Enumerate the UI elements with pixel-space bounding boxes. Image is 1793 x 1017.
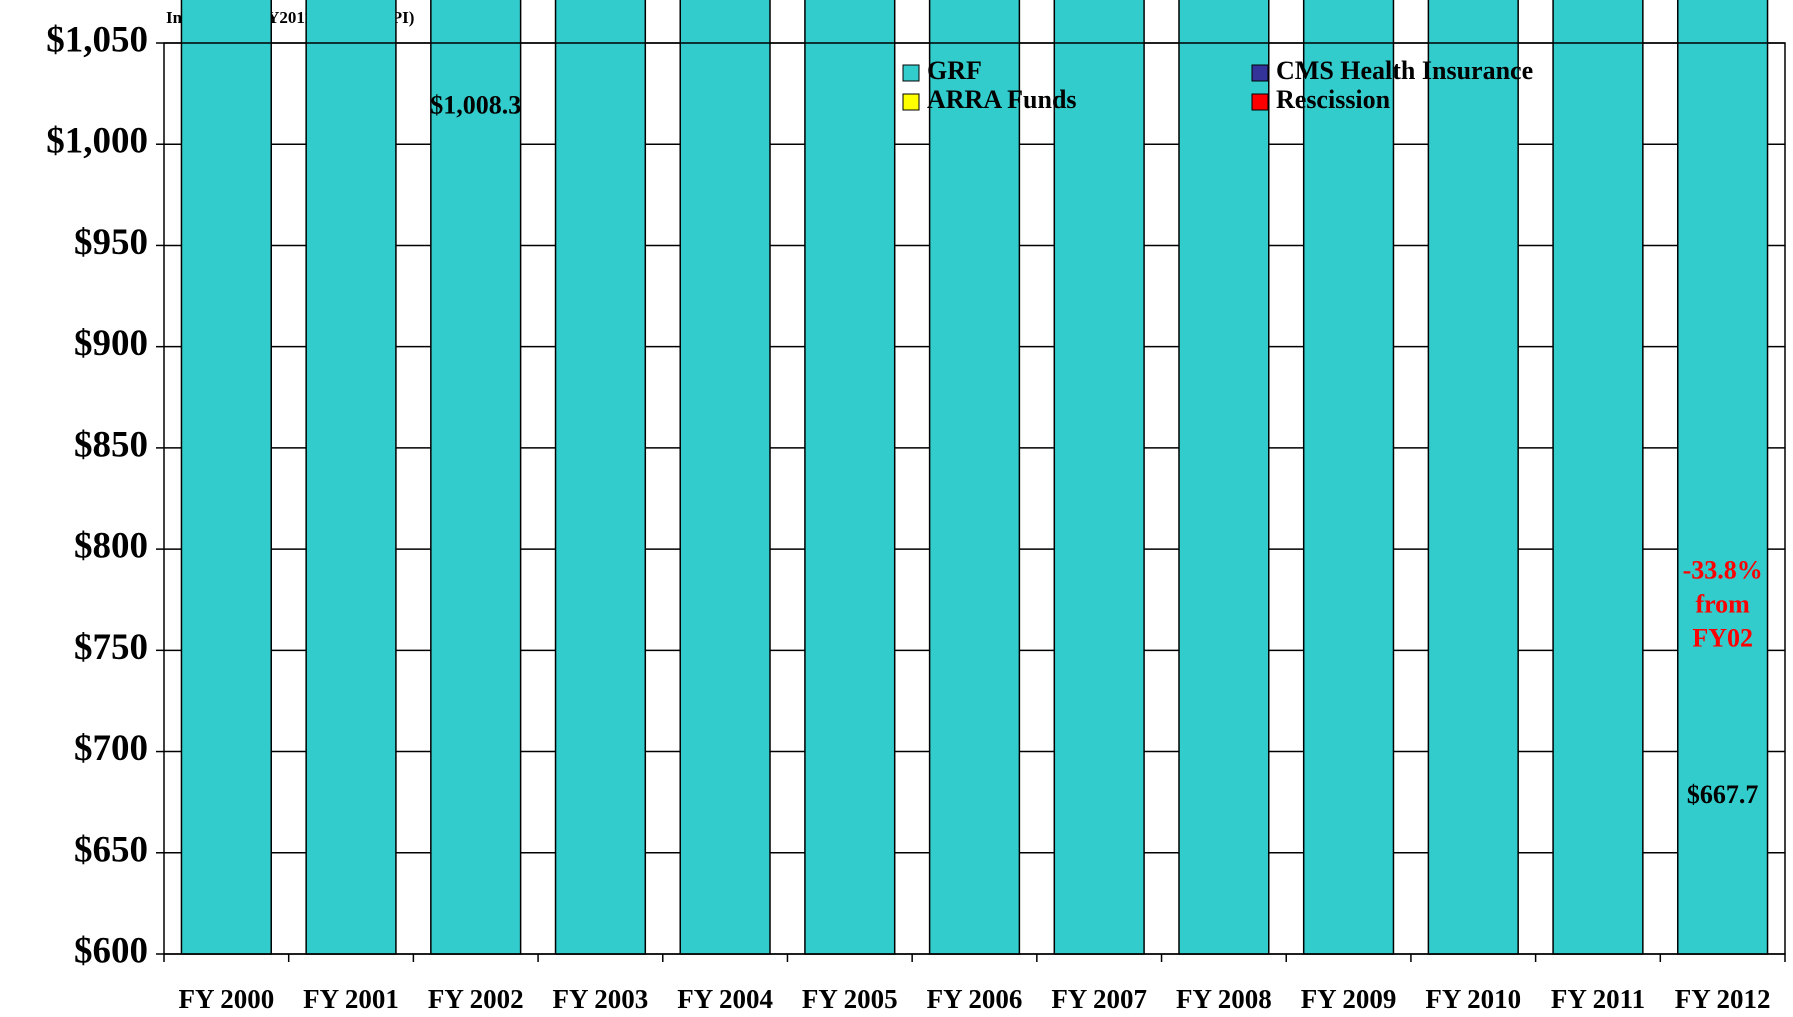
x-tick-label: FY 2004 [677,984,773,1014]
bar-segment [1552,0,1644,955]
annotation: $667.7 [1687,780,1759,809]
bar-segment [305,0,397,955]
annotation: -33.8% [1683,555,1763,584]
x-tick-label: FY 2008 [1176,984,1272,1014]
bar-segment [430,0,522,955]
x-tick-label: FY 2000 [178,984,274,1014]
legend-label: GRF [927,56,982,85]
y-tick-label: $800 [74,526,148,567]
bar-segment [1677,0,1769,955]
bar-segment [679,0,771,955]
bar-segment [180,0,272,955]
x-tick-label: FY 2001 [303,984,399,1014]
legend-swatch [1251,93,1269,111]
bar-segment [1427,0,1519,955]
y-tick-label: $850 [74,424,148,465]
bar-segment [1178,0,1270,955]
x-tick-label: FY 2003 [553,984,649,1014]
y-tick-label: $600 [74,930,148,971]
x-tick-label: FY 2010 [1425,984,1521,1014]
annotation: FY02 [1692,623,1753,652]
bar-segment [928,0,1021,955]
legend-swatch [902,64,920,82]
x-tick-label: FY 2011 [1551,984,1645,1014]
legend-swatch [902,93,920,111]
legend-label: Rescission [1276,85,1391,114]
y-tick-label: $1,050 [46,19,148,60]
x-tick-label: FY 2007 [1051,984,1147,1014]
x-tick-label: FY 2009 [1301,984,1397,1014]
y-tick-label: $750 [74,627,148,668]
plot-border [163,42,1786,955]
x-tick-label: FY 2005 [802,984,898,1014]
x-tick-label: FY 2006 [927,984,1023,1014]
bar-segment [804,0,896,955]
y-tick-label: $650 [74,829,148,870]
y-tick-label: $700 [74,728,148,769]
legend-swatch [1251,64,1269,82]
annotation: from [1695,589,1750,618]
x-tick-label: FY 2002 [428,984,524,1014]
legend-label: CMS Health Insurance [1276,56,1533,85]
bar-segment [554,0,647,955]
y-tick-label: $950 [74,222,148,263]
y-tick-label: $900 [74,323,148,364]
y-tick-label: $1,000 [46,121,148,162]
x-tick-label: FY 2012 [1675,984,1771,1014]
annotation: $1,008.3 [430,90,521,119]
bar-segment [1053,0,1145,955]
legend-label: ARRA Funds [927,85,1077,114]
bar-segment [1302,0,1395,955]
